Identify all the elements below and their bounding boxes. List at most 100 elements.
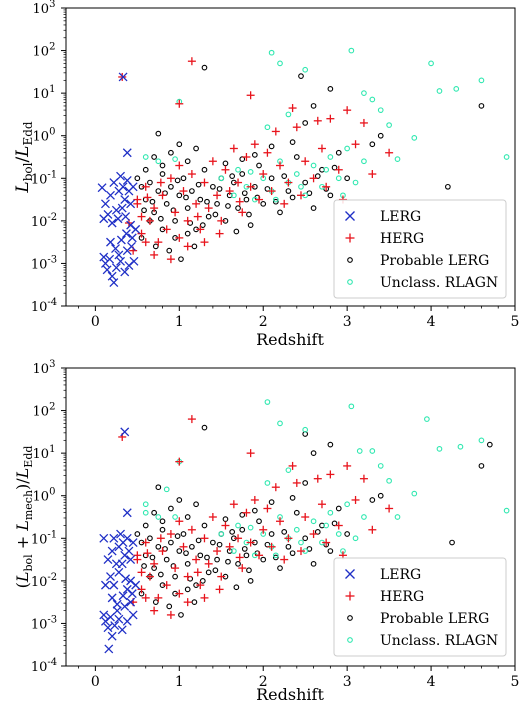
data-point-probable-lerg <box>155 543 162 550</box>
data-point-probable-lerg <box>239 526 246 533</box>
data-point-probable-lerg <box>327 441 334 448</box>
data-point-herg <box>221 165 230 174</box>
data-point-unclass-rlagn <box>277 420 283 427</box>
data-point-probable-lerg <box>225 203 231 209</box>
data-point-unclass-rlagn <box>235 166 241 173</box>
data-point-probable-lerg <box>195 537 202 544</box>
data-point-probable-lerg <box>166 603 173 610</box>
legend-marker <box>347 257 353 263</box>
data-point-herg <box>326 470 335 479</box>
data-point-lerg <box>120 195 130 205</box>
data-point-probable-lerg <box>233 228 240 235</box>
data-point-probable-lerg <box>183 550 189 557</box>
data-point-probable-lerg <box>235 560 241 567</box>
data-point-probable-lerg <box>201 166 208 173</box>
data-point-probable-lerg <box>222 160 229 167</box>
data-point-unclass-rlagn <box>298 539 304 546</box>
data-point-herg <box>183 216 192 225</box>
data-point-herg <box>317 500 326 509</box>
data-point-herg <box>313 474 322 483</box>
data-point-unclass-rlagn <box>335 175 342 182</box>
data-point-herg <box>158 191 167 200</box>
data-point-herg <box>200 238 209 247</box>
data-point-lerg <box>111 244 120 253</box>
data-point-probable-lerg <box>281 529 288 535</box>
data-point-probable-lerg <box>184 560 191 567</box>
data-point-unclass-rlagn <box>457 443 464 450</box>
x-tick-label: 0 <box>91 674 100 690</box>
data-point-lerg <box>127 233 137 243</box>
data-point-herg <box>280 555 289 564</box>
data-point-herg <box>313 116 322 125</box>
data-point-probable-lerg <box>193 145 199 152</box>
data-point-probable-lerg <box>174 533 181 540</box>
data-point-herg <box>133 551 142 560</box>
data-point-unclass-rlagn <box>247 169 254 175</box>
data-point-lerg <box>102 265 112 275</box>
data-point-unclass-rlagn <box>268 49 275 56</box>
data-point-probable-lerg <box>327 86 334 92</box>
data-point-unclass-rlagn <box>386 122 392 128</box>
data-point-probable-lerg <box>310 103 317 109</box>
data-point-lerg <box>106 572 115 582</box>
data-point-probable-lerg <box>310 450 317 456</box>
data-point-unclass-rlagn <box>386 477 392 484</box>
data-point-probable-lerg <box>251 152 258 158</box>
data-point-probable-lerg <box>246 211 252 218</box>
data-point-herg <box>242 153 251 161</box>
data-point-lerg <box>128 538 138 548</box>
data-point-herg <box>156 534 165 543</box>
legend-label: LERG <box>380 567 421 583</box>
data-point-unclass-rlagn <box>344 145 350 152</box>
data-point-probable-lerg <box>344 175 350 182</box>
y-label-L: L <box>13 181 33 193</box>
data-point-unclass-rlagn <box>352 535 359 542</box>
data-point-herg <box>234 534 243 543</box>
data-point-herg <box>246 182 255 191</box>
data-point-probable-lerg <box>191 599 198 605</box>
data-point-probable-lerg <box>449 539 455 546</box>
data-point-probable-lerg <box>142 166 149 173</box>
data-point-probable-lerg <box>344 531 350 537</box>
plot-frame <box>65 367 516 667</box>
data-point-herg <box>200 534 209 543</box>
chart-panel-top: 0 1 2 3 4 5 10-4 10-3 10-2 10-1 100 101 102 103 Redsh… <box>13 0 519 349</box>
data-point-probable-lerg <box>191 243 198 250</box>
legend-marker <box>345 569 355 579</box>
data-point-probable-lerg <box>256 518 262 525</box>
data-point-herg <box>235 553 244 562</box>
y-label-slash: / <box>13 157 33 163</box>
chart-panel-bottom: 0 1 2 3 4 5 10-4 10-3 10-2 10-1 100 101 102 103 Redsh… <box>13 359 519 704</box>
data-point-probable-lerg <box>241 190 248 197</box>
y-tick-label: 101 <box>33 444 56 462</box>
data-point-lerg <box>121 574 131 584</box>
data-point-herg <box>175 589 184 598</box>
data-point-herg <box>196 225 205 234</box>
data-point-lerg <box>99 610 109 620</box>
legend-box <box>333 199 507 299</box>
data-point-probable-lerg <box>241 546 248 552</box>
data-point-herg <box>171 208 180 217</box>
data-point-probable-lerg <box>134 531 141 537</box>
data-point-probable-lerg <box>239 171 246 177</box>
data-point-probable-lerg <box>239 512 246 518</box>
data-point-herg <box>175 161 184 170</box>
data-point-unclass-rlagn <box>155 514 162 520</box>
data-point-unclass-rlagn <box>247 524 254 531</box>
y-axis-label: (Lbol + Lmech)/LEdd <box>13 446 35 589</box>
x-tick-label: 3 <box>343 674 352 690</box>
legend-marker <box>347 615 353 621</box>
data-point-probable-lerg <box>210 183 216 190</box>
data-point-probable-lerg <box>142 522 149 529</box>
data-point-herg <box>322 538 331 547</box>
data-point-probable-lerg <box>184 514 191 520</box>
y-tick-label: 10-4 <box>31 297 57 315</box>
data-marks <box>99 399 510 654</box>
y-label-sub-mech: mech <box>22 490 35 520</box>
data-point-unclass-rlagn <box>424 416 430 422</box>
data-point-unclass-rlagn <box>411 490 418 497</box>
data-point-probable-lerg <box>285 543 292 550</box>
y-tick-label: 100 <box>33 487 56 505</box>
data-point-unclass-rlagn <box>218 175 225 182</box>
data-point-unclass-rlagn <box>453 86 460 92</box>
